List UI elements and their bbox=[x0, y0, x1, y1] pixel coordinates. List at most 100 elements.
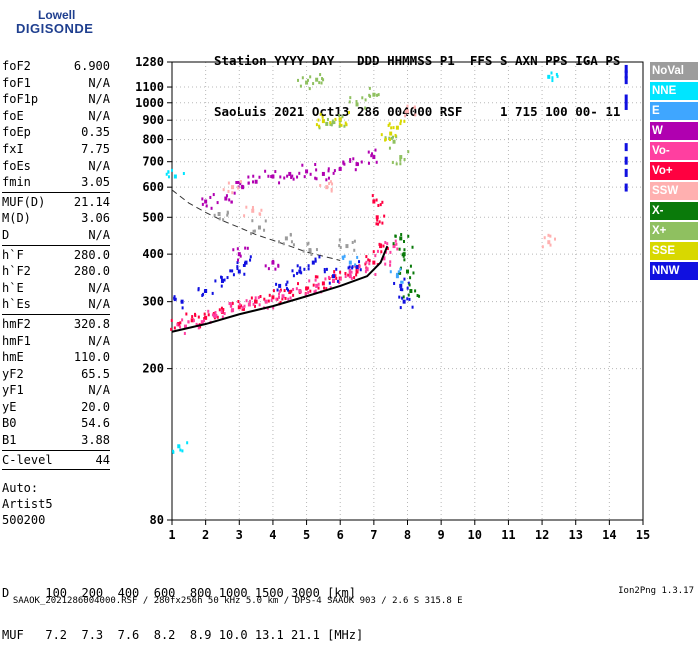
data-point bbox=[309, 75, 312, 79]
data-point bbox=[267, 174, 270, 178]
data-point bbox=[314, 259, 317, 263]
data-point bbox=[242, 307, 245, 311]
data-point bbox=[547, 233, 550, 237]
data-point bbox=[185, 312, 188, 316]
data-point bbox=[214, 311, 217, 315]
data-point bbox=[389, 131, 393, 136]
data-point bbox=[318, 126, 321, 130]
data-point bbox=[351, 240, 354, 244]
nnw-mark bbox=[624, 156, 628, 165]
data-point bbox=[358, 265, 361, 269]
data-point bbox=[355, 268, 358, 272]
data-point bbox=[274, 267, 277, 271]
data-point bbox=[355, 265, 359, 270]
data-point bbox=[237, 252, 241, 257]
data-point bbox=[283, 289, 286, 293]
param-key: hmE bbox=[2, 350, 24, 365]
param-row: h`F2 280.0 bbox=[2, 263, 110, 280]
data-point bbox=[300, 271, 303, 275]
data-point bbox=[338, 244, 341, 248]
data-point bbox=[317, 282, 320, 286]
data-point bbox=[553, 237, 556, 241]
data-point bbox=[325, 287, 328, 291]
data-point bbox=[551, 76, 554, 80]
data-point bbox=[314, 176, 317, 180]
data-point bbox=[333, 169, 336, 173]
data-point bbox=[392, 126, 395, 130]
nnw-mark bbox=[624, 94, 628, 103]
param-row: h`E N/A bbox=[2, 280, 110, 297]
data-point bbox=[203, 312, 206, 316]
data-point bbox=[403, 258, 406, 262]
data-point bbox=[214, 314, 218, 319]
data-point bbox=[371, 152, 374, 156]
data-point bbox=[385, 250, 388, 254]
data-point bbox=[229, 302, 232, 306]
data-point bbox=[349, 269, 352, 273]
param-value: N/A bbox=[88, 108, 110, 123]
data-point bbox=[353, 239, 356, 243]
data-point bbox=[322, 78, 325, 82]
data-point bbox=[325, 178, 328, 182]
data-point bbox=[170, 318, 173, 322]
data-point bbox=[351, 265, 354, 269]
data-point bbox=[402, 254, 405, 258]
data-point bbox=[318, 255, 321, 259]
data-point bbox=[550, 71, 553, 75]
data-point bbox=[317, 118, 320, 122]
data-point bbox=[288, 290, 292, 295]
data-point bbox=[342, 256, 345, 260]
data-point bbox=[344, 121, 347, 125]
data-point bbox=[203, 319, 206, 323]
data-point bbox=[192, 319, 195, 323]
data-point bbox=[296, 175, 299, 179]
data-point bbox=[250, 232, 253, 236]
param-row: foE N/A bbox=[2, 108, 110, 125]
data-point bbox=[418, 294, 421, 298]
legend-item-xminus: X- bbox=[650, 202, 698, 220]
data-point bbox=[233, 191, 236, 195]
data-point bbox=[243, 272, 246, 276]
data-point bbox=[230, 200, 233, 204]
data-point bbox=[209, 195, 212, 199]
data-point bbox=[279, 300, 282, 304]
data-point bbox=[389, 260, 392, 264]
data-point bbox=[318, 124, 321, 128]
data-point bbox=[272, 306, 275, 310]
data-point bbox=[220, 310, 223, 314]
data-point bbox=[171, 168, 174, 172]
data-point bbox=[398, 247, 401, 251]
data-point bbox=[173, 326, 176, 330]
data-point bbox=[344, 275, 347, 279]
data-point bbox=[237, 258, 240, 262]
data-point bbox=[321, 77, 324, 81]
data-point bbox=[348, 272, 351, 276]
data-point bbox=[231, 269, 234, 273]
data-point bbox=[252, 302, 255, 306]
data-point bbox=[307, 241, 310, 245]
data-point bbox=[301, 76, 304, 80]
data-point bbox=[403, 157, 406, 161]
data-point bbox=[355, 102, 359, 107]
data-point bbox=[245, 205, 248, 209]
param-row: h`Es N/A bbox=[2, 296, 110, 313]
param-key: foEp bbox=[2, 125, 31, 140]
data-point bbox=[343, 254, 346, 258]
param-key: foE bbox=[2, 108, 24, 123]
nnw-mark bbox=[624, 70, 628, 79]
data-point bbox=[224, 196, 228, 201]
data-point bbox=[373, 93, 376, 97]
data-point bbox=[348, 100, 351, 104]
param-key: foF1 bbox=[2, 75, 31, 90]
data-point bbox=[237, 186, 240, 190]
nnw-mark bbox=[624, 76, 628, 85]
nnw-mark bbox=[624, 101, 628, 110]
data-point bbox=[315, 77, 319, 82]
data-point bbox=[379, 203, 382, 207]
param-value: 7.75 bbox=[81, 141, 110, 156]
param-row: B0 54.6 bbox=[2, 415, 110, 432]
data-point bbox=[274, 170, 277, 174]
data-point bbox=[281, 297, 284, 301]
data-point bbox=[278, 181, 281, 185]
legend-item-ssw: SSW bbox=[650, 182, 698, 200]
